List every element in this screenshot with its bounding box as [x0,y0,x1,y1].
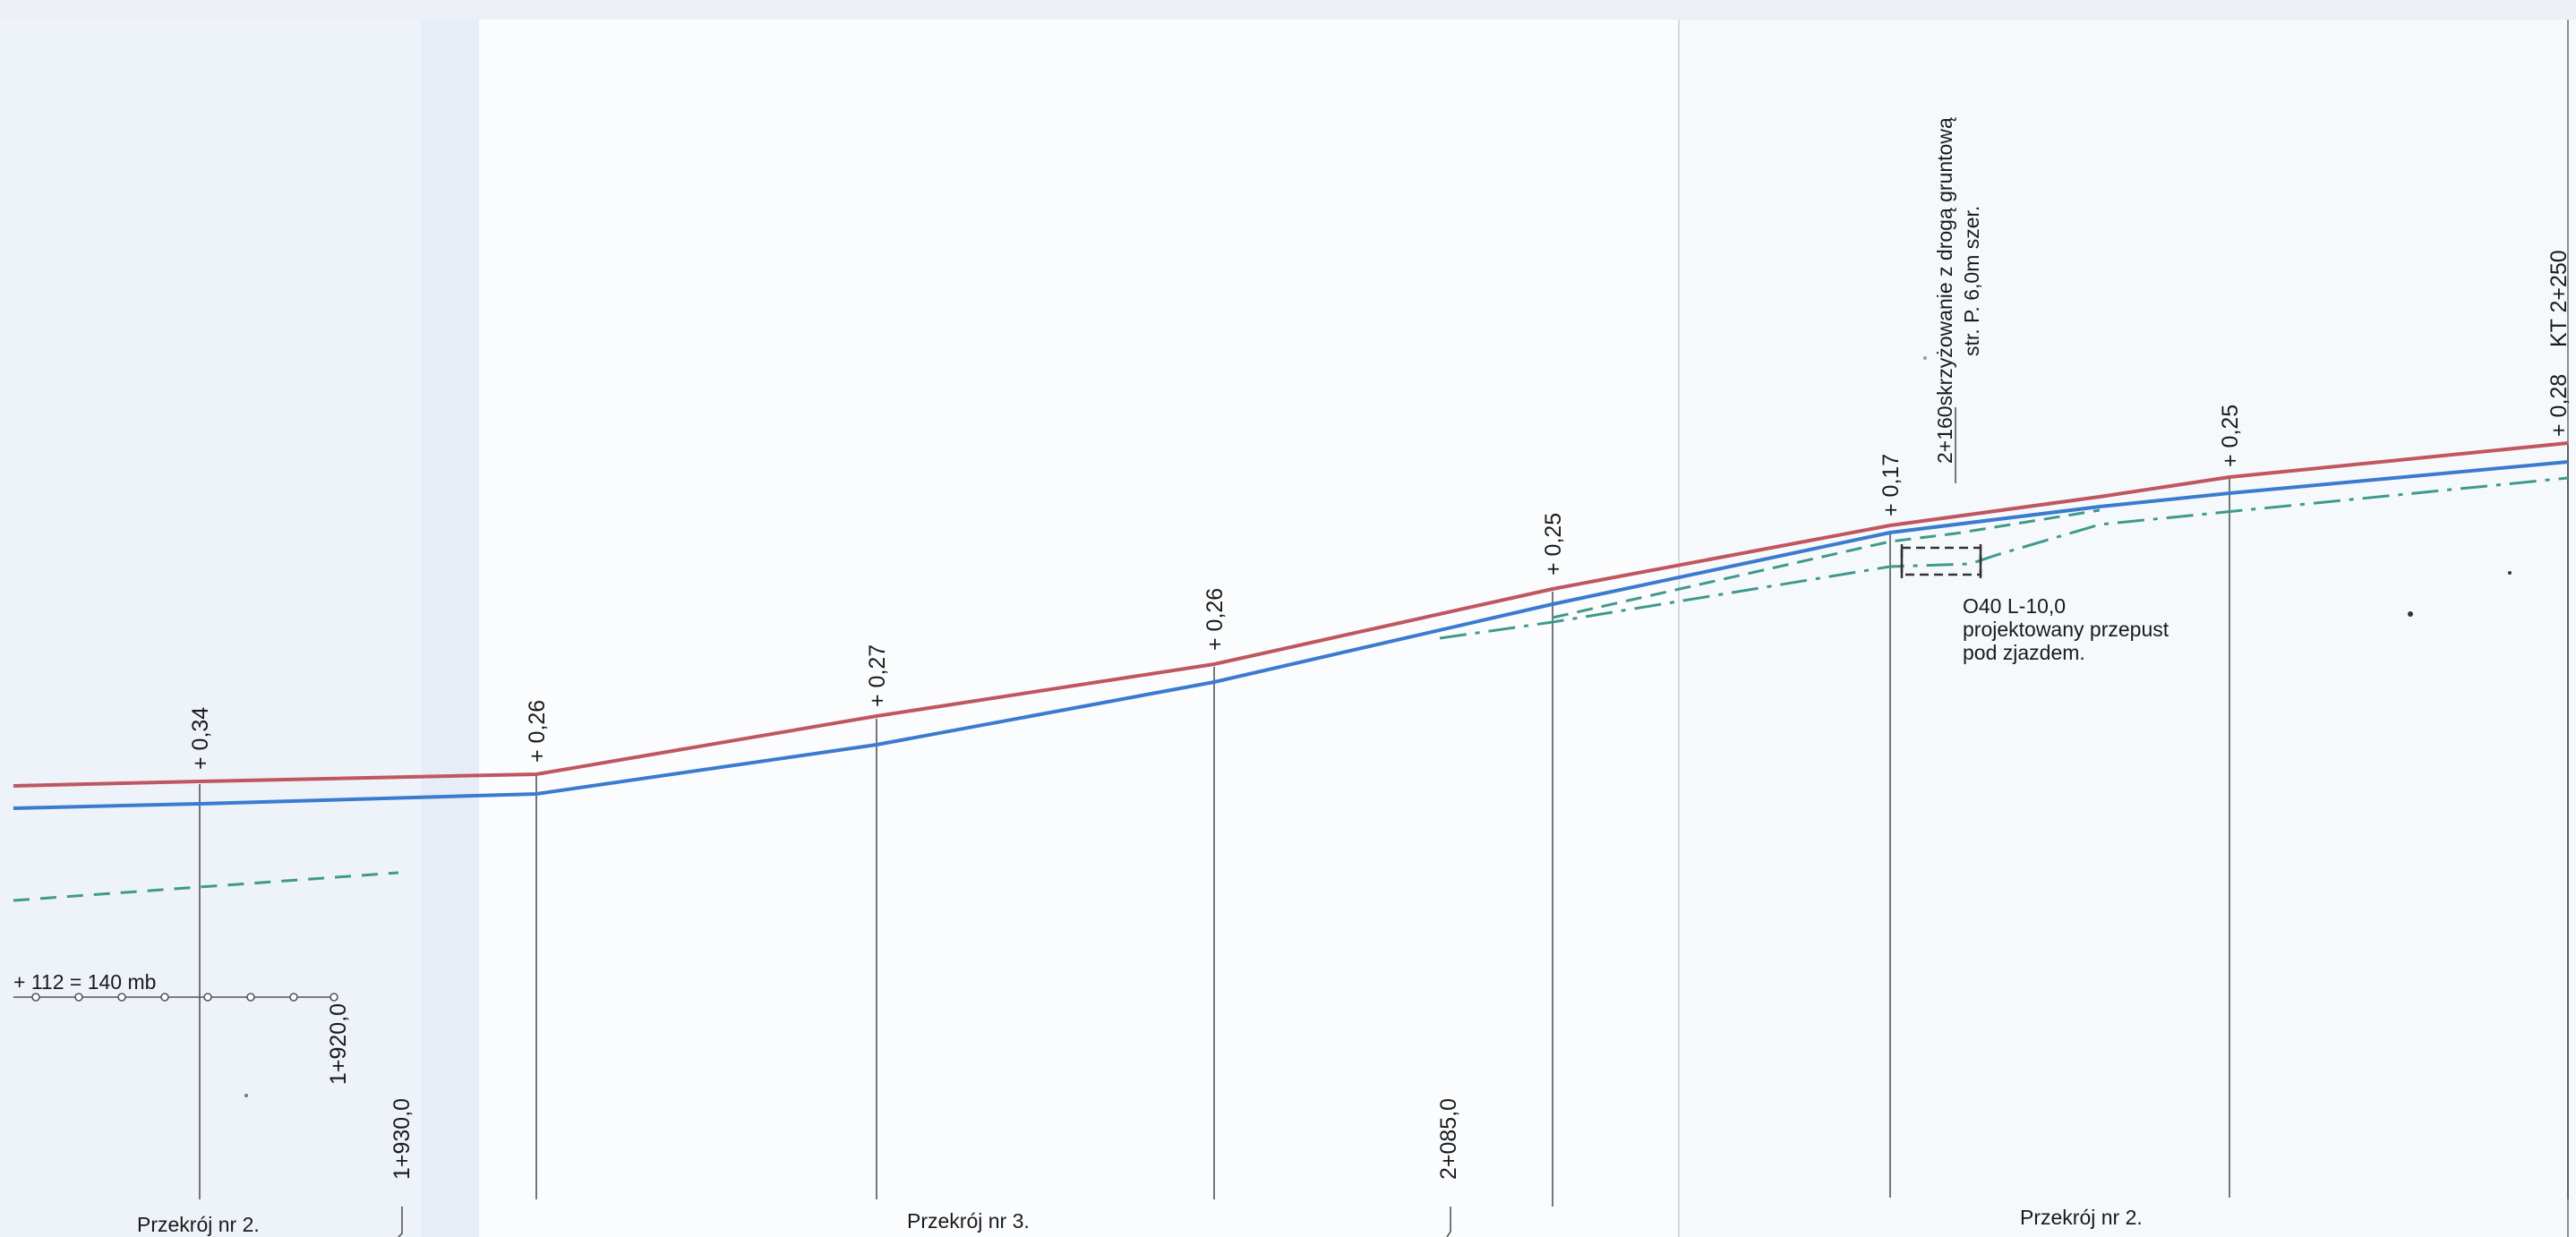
station-label-1920: 1+920,0 [326,1003,351,1085]
offset-label-6: + 0,17 [1879,454,1904,516]
offset-label-3: + 0,27 [865,644,890,707]
station-label-2085: 2+085,0 [1436,1098,1461,1180]
offset-label-7: + 0,25 [2218,405,2243,467]
section-label-right: Przekrój nr 2. [2020,1206,2143,1229]
offset-label-1: + 0,34 [188,707,213,770]
offset-label-2: + 0,26 [525,700,550,763]
offset-label-8: + 0,28 [2546,374,2572,437]
intersection-note-line2: str. P. 6,0m szer. [1960,206,1983,356]
offset-label-4: + 0,26 [1202,588,1228,651]
culvert-note-line3: pod zjazdem. [1963,641,2085,664]
section-label-left: Przekrój nr 2. [137,1213,260,1236]
intersection-note-line1: 2+160skrzyżowanie z drogą gruntową [1933,117,1956,464]
length-note: + 112 = 140 mb [13,970,156,994]
station-label-1930: 1+930,0 [389,1098,415,1180]
culvert-note-line1: O40 L-10,0 [1963,594,2066,618]
culvert-note-line2: projektowany przepust [1963,618,2169,641]
end-point-label: KT 2+250 [2546,250,2572,347]
offset-label-5: + 0,25 [1541,513,1566,576]
section-label-middle: Przekrój nr 3. [907,1209,1030,1233]
